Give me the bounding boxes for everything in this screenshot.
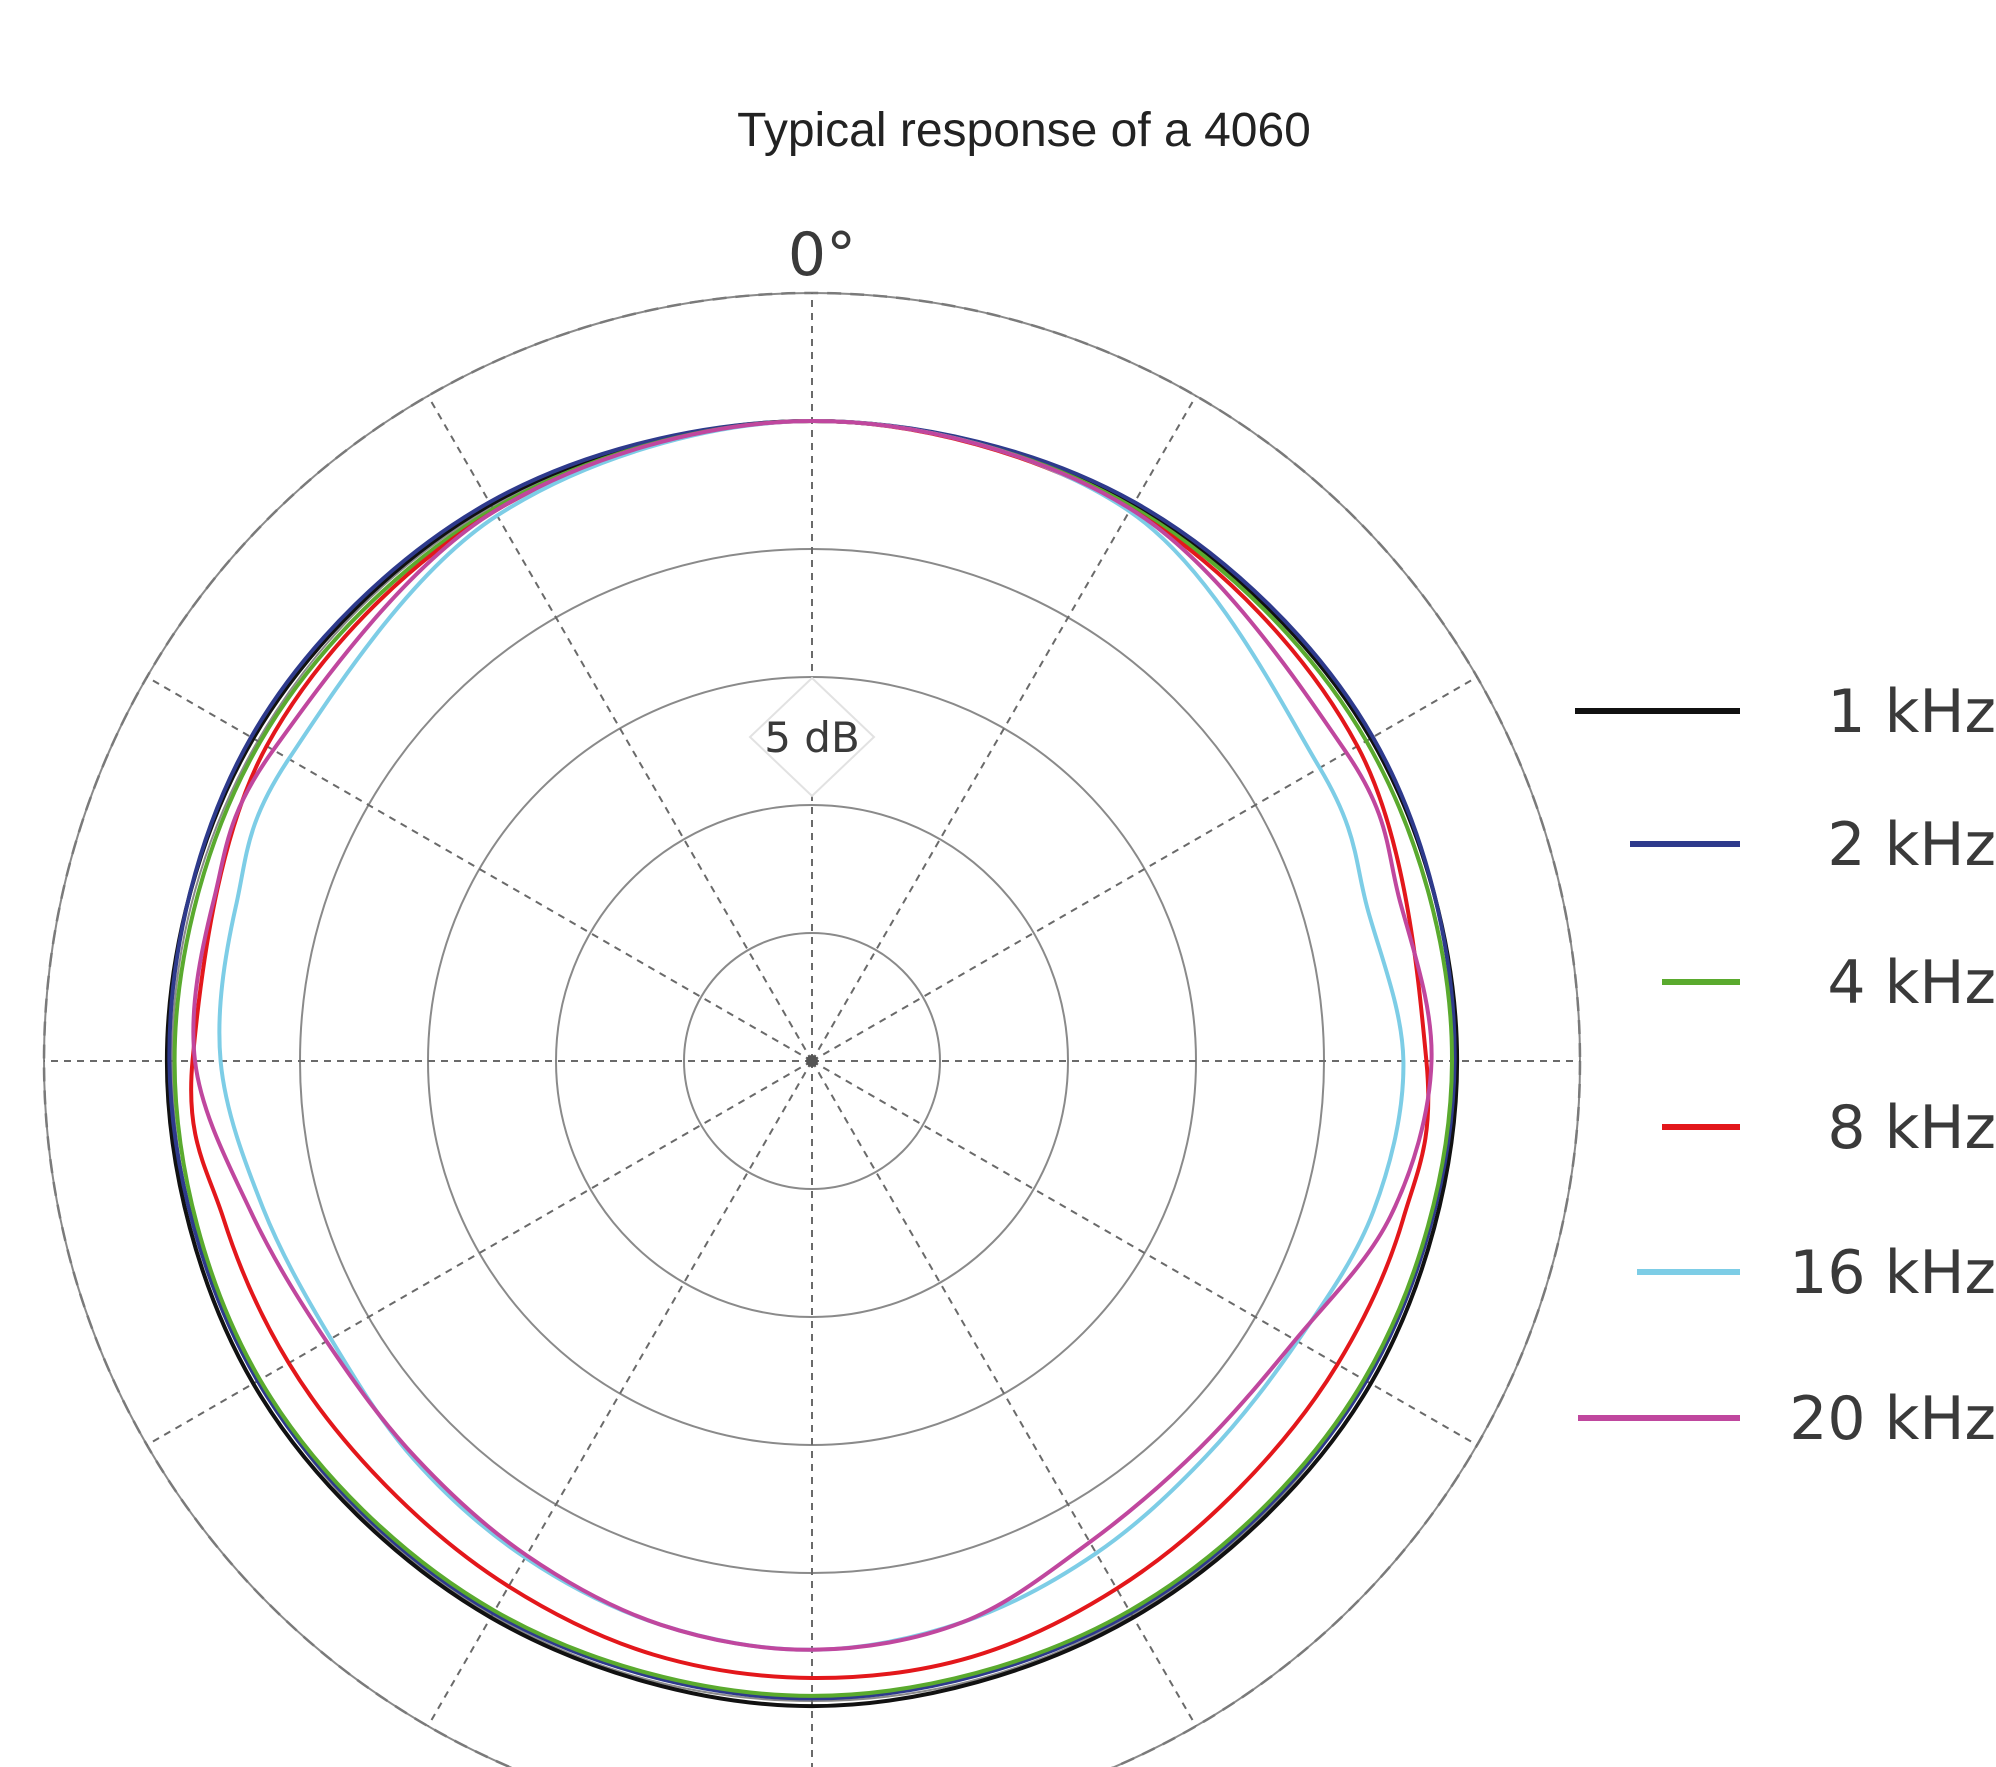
legend-item-2-khz: 2 kHz: [1630, 810, 1996, 880]
response-curves: [164, 418, 1460, 1709]
chart-title: Typical response of a 4060: [737, 104, 1311, 157]
legend: 1 kHz 2 kHz 4 kHz 8 kHz 16 kHz 20 kHz: [1575, 677, 1996, 1454]
grid-ring-10db: [555, 804, 1069, 1318]
legend-item-16-khz: 16 kHz: [1637, 1238, 1996, 1308]
angle-label-0: 0°: [788, 220, 856, 290]
grid-ring-5db: [683, 932, 941, 1190]
grid-spoke-300: [146, 676, 813, 1062]
curve-4-khz: [172, 418, 1455, 1698]
legend-label: 2 kHz: [1827, 810, 1996, 880]
grid-spoke-30: [811, 395, 1197, 1062]
curve-1-khz: [164, 419, 1460, 1709]
legend-item-1-khz: 1 kHz: [1575, 677, 1996, 747]
grid-spoke-330: [427, 395, 813, 1062]
center-dot: [806, 1055, 818, 1067]
scale-label-marker: [748, 676, 876, 798]
legend-label: 16 kHz: [1789, 1238, 1996, 1308]
grid-spoke-210: [427, 1060, 813, 1727]
polar-grid: [42, 291, 1582, 1767]
chart-labels: Typical response of a 4060 0° 5 dB: [737, 104, 1311, 798]
grid-spoke-120: [811, 1060, 1478, 1446]
curve-20-khz: [191, 418, 1434, 1652]
grid-spoke-60: [811, 676, 1478, 1062]
legend-item-4-khz: 4 kHz: [1662, 948, 1996, 1018]
legend-label: 1 kHz: [1827, 677, 1996, 747]
legend-label: 4 kHz: [1827, 948, 1996, 1018]
legend-item-20-khz: 20 kHz: [1578, 1384, 1996, 1454]
scale-label: 5 dB: [764, 713, 860, 762]
legend-label: 8 kHz: [1827, 1093, 1996, 1163]
legend-item-8-khz: 8 kHz: [1662, 1093, 1996, 1163]
grid-spoke-240: [146, 1060, 813, 1446]
grid-spoke-150: [811, 1060, 1197, 1727]
legend-label: 20 kHz: [1789, 1384, 1996, 1454]
curve-2-khz: [167, 419, 1457, 1701]
